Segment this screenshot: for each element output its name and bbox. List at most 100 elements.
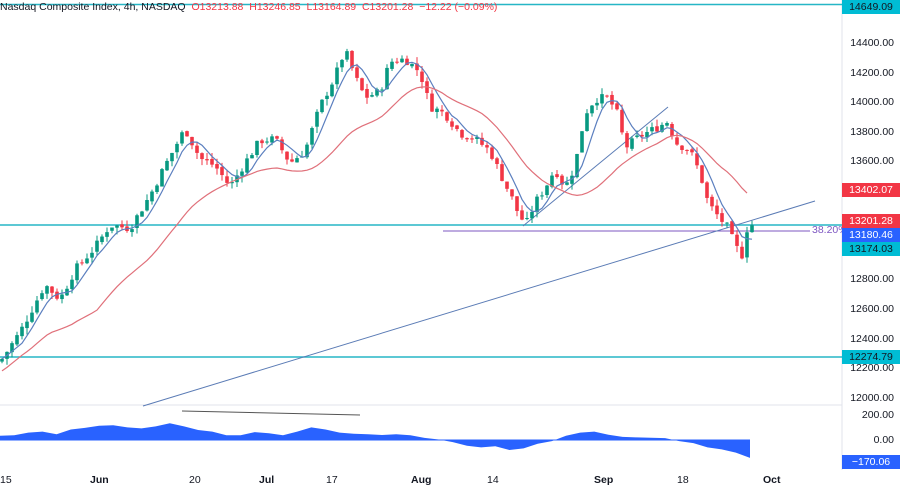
candle-body bbox=[250, 155, 254, 159]
candle-body bbox=[415, 63, 419, 71]
candle-body bbox=[555, 174, 559, 178]
candle-body bbox=[160, 169, 164, 187]
candle-body bbox=[175, 143, 179, 153]
price-tick: 14200.00 bbox=[850, 67, 894, 79]
high-value: H13246.85 bbox=[249, 1, 301, 13]
candle-body bbox=[690, 149, 694, 153]
candle-body bbox=[575, 153, 579, 178]
candle-body bbox=[605, 95, 609, 97]
candle-body bbox=[560, 175, 564, 185]
candle-body bbox=[510, 189, 514, 197]
candle-body bbox=[190, 136, 194, 146]
candle-body bbox=[385, 67, 389, 90]
candle-body bbox=[570, 175, 574, 184]
candle-body bbox=[705, 182, 709, 198]
candle-body bbox=[410, 63, 414, 67]
time-tick: 17 bbox=[326, 474, 338, 486]
candle-body bbox=[430, 93, 434, 112]
candle-body bbox=[220, 167, 224, 176]
price-tick: 12600.00 bbox=[850, 303, 894, 315]
candle-body bbox=[485, 145, 489, 148]
candle-body bbox=[265, 141, 269, 143]
time-tick: 18 bbox=[677, 474, 689, 486]
candle-body bbox=[360, 78, 364, 91]
candle-body bbox=[70, 279, 74, 290]
candle-body bbox=[240, 171, 244, 176]
candle-body bbox=[35, 300, 39, 313]
resistance-level-label: 14649.09 bbox=[842, 0, 900, 14]
long-trendline bbox=[142, 200, 816, 407]
candle-body bbox=[645, 132, 649, 138]
candle-body bbox=[315, 111, 319, 127]
candle-body bbox=[45, 286, 49, 294]
candle-body bbox=[380, 89, 384, 91]
candle-body bbox=[610, 94, 614, 105]
price-tick: 14000.00 bbox=[850, 96, 894, 108]
candle-body bbox=[260, 140, 264, 144]
candle-body bbox=[120, 224, 124, 228]
price-tick: 14400.00 bbox=[850, 37, 894, 49]
fast-ma-label: 13174.03 bbox=[842, 242, 900, 256]
candle-body bbox=[165, 160, 169, 171]
candle-body bbox=[350, 50, 354, 69]
candle-body bbox=[515, 196, 519, 211]
price-tick: 13600.00 bbox=[850, 155, 894, 167]
candle-body bbox=[615, 103, 619, 110]
candle-body bbox=[520, 210, 524, 220]
candle-body bbox=[450, 121, 454, 127]
change-value: −12.22 (−0.09%) bbox=[419, 1, 498, 13]
candle-body bbox=[700, 165, 704, 183]
candle-body bbox=[210, 158, 214, 165]
oscillator-area bbox=[0, 423, 750, 458]
candle-body bbox=[665, 123, 669, 126]
price-tick: 12200.00 bbox=[850, 362, 894, 374]
candle-body bbox=[295, 158, 299, 163]
candle-body bbox=[600, 94, 604, 104]
candle-body bbox=[285, 151, 289, 160]
candle-body bbox=[670, 124, 674, 137]
candle-body bbox=[340, 59, 344, 68]
candle-body bbox=[135, 215, 139, 228]
candle-body bbox=[675, 137, 679, 145]
close-value: C13201.28 bbox=[361, 1, 414, 13]
candle-body bbox=[680, 145, 684, 150]
candle-body bbox=[395, 61, 399, 63]
chart-legend: Nasdaq Composite Index, 4h, NASDAQ O1321… bbox=[0, 1, 497, 13]
candle-body bbox=[390, 61, 394, 69]
candle-body bbox=[525, 218, 529, 220]
candle-body bbox=[550, 175, 554, 187]
candle-body bbox=[465, 138, 469, 140]
candle-body bbox=[685, 149, 689, 151]
candle-body bbox=[545, 185, 549, 196]
candle-body bbox=[145, 200, 149, 211]
oscillator-divergence-line bbox=[181, 410, 361, 416]
short-trendline bbox=[522, 106, 669, 227]
candle-body bbox=[130, 229, 134, 233]
candle-body bbox=[595, 102, 599, 106]
slow-ma-label: 13402.07 bbox=[842, 183, 900, 197]
candle-body bbox=[155, 185, 159, 192]
time-tick: 14 bbox=[487, 474, 499, 486]
candle-body bbox=[505, 181, 509, 189]
candle-body bbox=[345, 51, 349, 60]
candle-body bbox=[55, 291, 59, 299]
candle-body bbox=[590, 105, 594, 114]
candle-body bbox=[50, 286, 54, 293]
candle-body bbox=[230, 182, 234, 184]
low-value: L13164.89 bbox=[306, 1, 357, 13]
candle-body bbox=[185, 131, 189, 137]
candle-body bbox=[375, 89, 379, 96]
candle-body bbox=[455, 125, 459, 129]
fast-moving-average bbox=[1, 61, 753, 360]
candle-body bbox=[255, 140, 259, 156]
time-tick: Aug bbox=[411, 474, 432, 486]
candle-body bbox=[620, 109, 624, 133]
candle-body bbox=[85, 258, 89, 264]
candle-body bbox=[40, 293, 44, 300]
candle-body bbox=[370, 95, 374, 97]
candle-body bbox=[90, 252, 94, 258]
candle-body bbox=[280, 139, 284, 151]
candle-body bbox=[460, 130, 464, 138]
time-tick: Jun bbox=[90, 474, 109, 486]
